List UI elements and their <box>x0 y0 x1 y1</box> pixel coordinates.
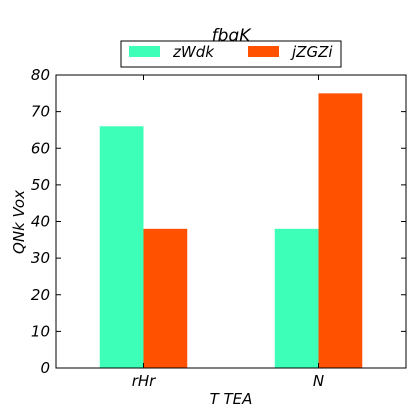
legend-label: jZGZi <box>290 43 333 61</box>
y-tick-label: 40 <box>31 213 50 231</box>
bar-zWdk-N <box>274 228 319 368</box>
bar-jZGZi-N <box>318 93 363 368</box>
legend-swatch-jZGZi <box>248 46 279 57</box>
x-tick-label: N <box>313 372 324 390</box>
legend-swatch-zWdk <box>129 46 160 57</box>
y-tick-label: 20 <box>31 286 50 304</box>
x-axis-label: T TEA <box>210 390 253 408</box>
bar-jZGZi-rHr <box>143 228 188 368</box>
plot-area: 0 10 20 30 40 50 60 70 80 rHr N <box>31 66 407 390</box>
y-tick-label: 30 <box>31 249 50 267</box>
y-tick-label: 10 <box>31 322 50 340</box>
bar-zWdk-rHr <box>99 126 144 369</box>
y-tick-label: 0 <box>40 359 50 377</box>
y-tick-label: 80 <box>31 66 50 84</box>
y-tick-label: 60 <box>31 139 50 157</box>
y-axis-label: QNk Vox <box>10 190 28 254</box>
y-tick-label: 50 <box>31 176 50 194</box>
y-tick-label: 70 <box>31 103 50 121</box>
x-tick-label: rHr <box>132 372 156 390</box>
legend: zWdk jZGZi <box>120 40 342 68</box>
legend-label: zWdk <box>172 43 215 61</box>
